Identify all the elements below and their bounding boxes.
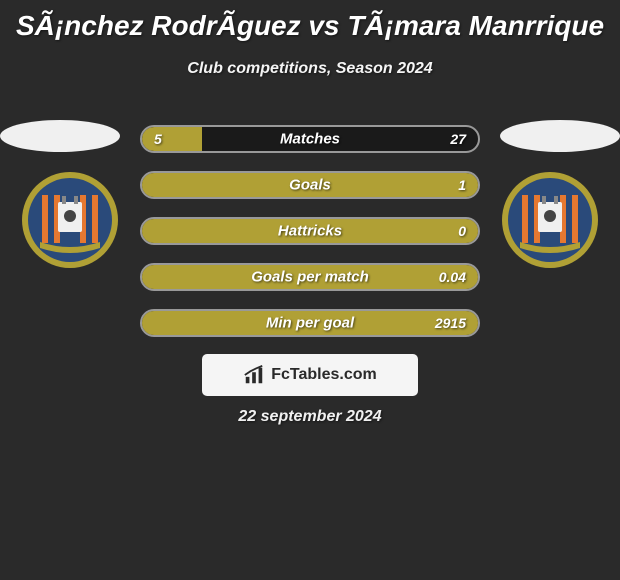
stat-value-right: 27	[450, 131, 466, 147]
stat-row-min-per-goal: Min per goal 2915	[140, 309, 480, 337]
stat-label: Min per goal	[266, 315, 354, 332]
chart-icon	[243, 364, 265, 386]
stat-label: Matches	[280, 131, 340, 148]
logo-box[interactable]: FcTables.com	[202, 354, 418, 396]
oval-right	[500, 120, 620, 152]
logo-text: FcTables.com	[271, 366, 377, 384]
stats-container: 5 Matches 27 Goals 1 Hattricks 0 Goals p…	[140, 125, 480, 355]
page-title: SÃ¡nchez RodrÃ­guez vs TÃ¡mara Manrrique	[0, 0, 620, 42]
stat-row-matches: 5 Matches 27	[140, 125, 480, 153]
stat-fill	[142, 127, 202, 151]
team-badge-right	[500, 170, 600, 270]
stat-label: Hattricks	[278, 223, 342, 240]
stat-value-right: 0.04	[439, 269, 466, 285]
stat-row-goals: Goals 1	[140, 171, 480, 199]
date-text: 22 september 2024	[238, 408, 381, 426]
page-subtitle: Club competitions, Season 2024	[0, 60, 620, 78]
stat-label: Goals per match	[251, 269, 369, 286]
stat-row-hattricks: Hattricks 0	[140, 217, 480, 245]
stat-value-left: 5	[154, 131, 162, 147]
stat-value-right: 1	[458, 177, 466, 193]
oval-left	[0, 120, 120, 152]
stat-label: Goals	[289, 177, 331, 194]
team-badge-left	[20, 170, 120, 270]
shield-icon	[500, 170, 600, 270]
stat-value-right: 2915	[435, 315, 466, 331]
stat-row-goals-per-match: Goals per match 0.04	[140, 263, 480, 291]
stat-value-right: 0	[458, 223, 466, 239]
shield-icon	[20, 170, 120, 270]
